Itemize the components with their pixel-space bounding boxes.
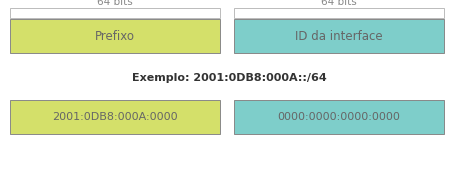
Bar xyxy=(234,8,444,18)
Text: 2001:0DB8:000A:0000: 2001:0DB8:000A:0000 xyxy=(52,112,178,122)
Text: Exemplo: 2001:0DB8:000A::/64: Exemplo: 2001:0DB8:000A::/64 xyxy=(131,73,327,83)
Text: Prefixo: Prefixo xyxy=(95,30,135,42)
Bar xyxy=(10,19,220,53)
Text: 0000:0000:0000:0000: 0000:0000:0000:0000 xyxy=(278,112,400,122)
Bar xyxy=(234,19,444,53)
Bar xyxy=(10,100,220,134)
Text: 64 bits: 64 bits xyxy=(97,0,133,7)
Text: ID da interface: ID da interface xyxy=(295,30,383,42)
Text: 64 bits: 64 bits xyxy=(321,0,357,7)
Bar xyxy=(10,8,220,18)
Bar xyxy=(234,100,444,134)
